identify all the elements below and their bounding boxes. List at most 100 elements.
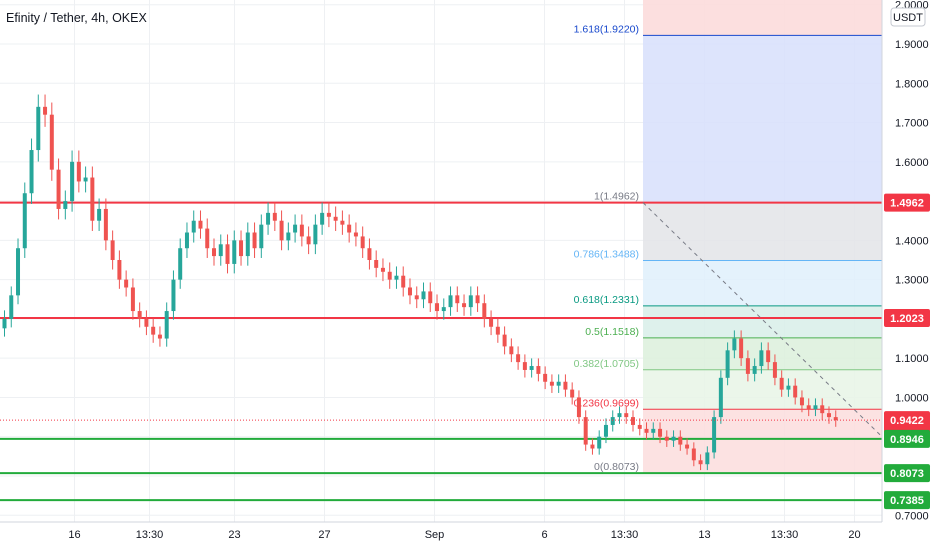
price-badge bbox=[884, 429, 930, 448]
candle-body bbox=[637, 424, 642, 429]
candle-body bbox=[772, 362, 777, 378]
time-axis-panel[interactable] bbox=[0, 522, 932, 550]
candle-body bbox=[232, 240, 237, 264]
candle-body bbox=[698, 460, 703, 465]
candle-body bbox=[36, 106, 41, 151]
candle-body bbox=[205, 228, 210, 249]
candle-body bbox=[820, 405, 825, 414]
horizontal-lines[interactable] bbox=[0, 201, 882, 502]
time-tick-label: 13:30 bbox=[611, 529, 639, 541]
candle-body bbox=[671, 436, 676, 441]
candle-body bbox=[536, 366, 541, 374]
fib-zone bbox=[643, 35, 882, 203]
candle-body bbox=[766, 350, 771, 363]
candle-body bbox=[212, 248, 216, 257]
candle-body bbox=[610, 417, 615, 425]
candle-body bbox=[522, 362, 527, 370]
candle-body bbox=[664, 436, 669, 441]
price-badge-label: 1.4962 bbox=[890, 198, 924, 210]
candle-body bbox=[22, 193, 27, 249]
candle-body bbox=[191, 220, 196, 233]
fib-zone bbox=[643, 260, 882, 306]
candle-body bbox=[826, 413, 831, 418]
time-tick-label: 6 bbox=[541, 529, 547, 541]
candle-body bbox=[725, 350, 730, 378]
price-axis-panel[interactable] bbox=[882, 0, 932, 550]
candle-body bbox=[712, 417, 717, 453]
candle-body bbox=[624, 413, 629, 418]
candle-body bbox=[732, 338, 737, 351]
candle-body bbox=[353, 232, 358, 237]
candle-body bbox=[556, 381, 561, 386]
price-tick-label: 0.7000 bbox=[895, 510, 929, 522]
candle-body bbox=[367, 248, 372, 260]
candle-body bbox=[157, 334, 162, 339]
candle-body bbox=[137, 311, 142, 319]
candle-body bbox=[509, 346, 514, 355]
candle-body bbox=[475, 295, 480, 304]
candle-body bbox=[293, 224, 298, 233]
candle-body bbox=[239, 240, 244, 257]
candle-body bbox=[468, 295, 473, 308]
currency-unit: USDT bbox=[893, 12, 923, 24]
fib-level-label: 1(1.4962) bbox=[594, 191, 639, 203]
price-tick-label: 1.0000 bbox=[895, 392, 929, 404]
candle-body bbox=[691, 448, 696, 461]
candle-body bbox=[333, 216, 338, 221]
fib-zone bbox=[643, 369, 882, 410]
candle-body bbox=[313, 224, 318, 245]
fib-level-label: 0.236(0.9699) bbox=[574, 397, 639, 409]
candle-body bbox=[286, 232, 291, 241]
price-tick-label: 1.3000 bbox=[895, 275, 929, 287]
candle-body bbox=[252, 232, 257, 249]
currency-unit-box[interactable] bbox=[890, 7, 926, 27]
price-badge-label: 0.8946 bbox=[890, 434, 924, 446]
candle-body bbox=[272, 212, 277, 221]
time-tick-label: 23 bbox=[228, 529, 240, 541]
candle-body bbox=[184, 232, 189, 249]
fibonacci-zones bbox=[643, 0, 882, 474]
candle-body bbox=[631, 417, 635, 425]
candle-body bbox=[489, 318, 494, 327]
candle-body bbox=[360, 236, 365, 249]
candle-body bbox=[218, 244, 223, 257]
candle-body bbox=[43, 106, 48, 115]
candle-body bbox=[482, 303, 487, 319]
candle-body bbox=[786, 385, 791, 390]
candle-body bbox=[576, 397, 581, 418]
candle-body bbox=[380, 267, 385, 272]
candle-body bbox=[745, 358, 750, 374]
candle-body bbox=[340, 220, 345, 225]
fib-zone bbox=[643, 202, 882, 261]
fib-level-label: 0.618(1.2331) bbox=[574, 294, 639, 306]
candle-body bbox=[151, 326, 156, 335]
candle-body bbox=[245, 232, 250, 257]
candle-body bbox=[401, 275, 406, 288]
candle-body bbox=[428, 291, 433, 304]
candle-body bbox=[130, 287, 135, 312]
candle-body bbox=[29, 150, 34, 194]
fib-zone bbox=[643, 305, 882, 338]
candle-body bbox=[806, 405, 811, 410]
fibonacci-levels[interactable]: 1.618(1.9220) 1(1.4962) 0.786(1.3488) 0.618… bbox=[574, 23, 882, 474]
candle-body bbox=[347, 224, 352, 233]
price-tick-label: 1.8000 bbox=[895, 78, 929, 90]
price-tick-label: 1.9000 bbox=[895, 39, 929, 51]
candle-body bbox=[178, 248, 183, 280]
candle-body bbox=[495, 326, 500, 335]
price-badge bbox=[884, 491, 930, 510]
candle-body bbox=[435, 303, 440, 312]
fib-level-label: 0.5(1.1518) bbox=[585, 326, 639, 338]
candle-body bbox=[70, 161, 75, 202]
candlesticks bbox=[2, 94, 838, 471]
candle-body bbox=[306, 236, 311, 245]
candle-body bbox=[597, 436, 602, 449]
candle-body bbox=[617, 413, 622, 418]
candle-body bbox=[124, 279, 129, 288]
candle-body bbox=[9, 295, 14, 319]
candle-body bbox=[76, 161, 81, 182]
candle-body bbox=[448, 295, 453, 308]
price-badge-label: 0.7385 bbox=[890, 495, 924, 507]
